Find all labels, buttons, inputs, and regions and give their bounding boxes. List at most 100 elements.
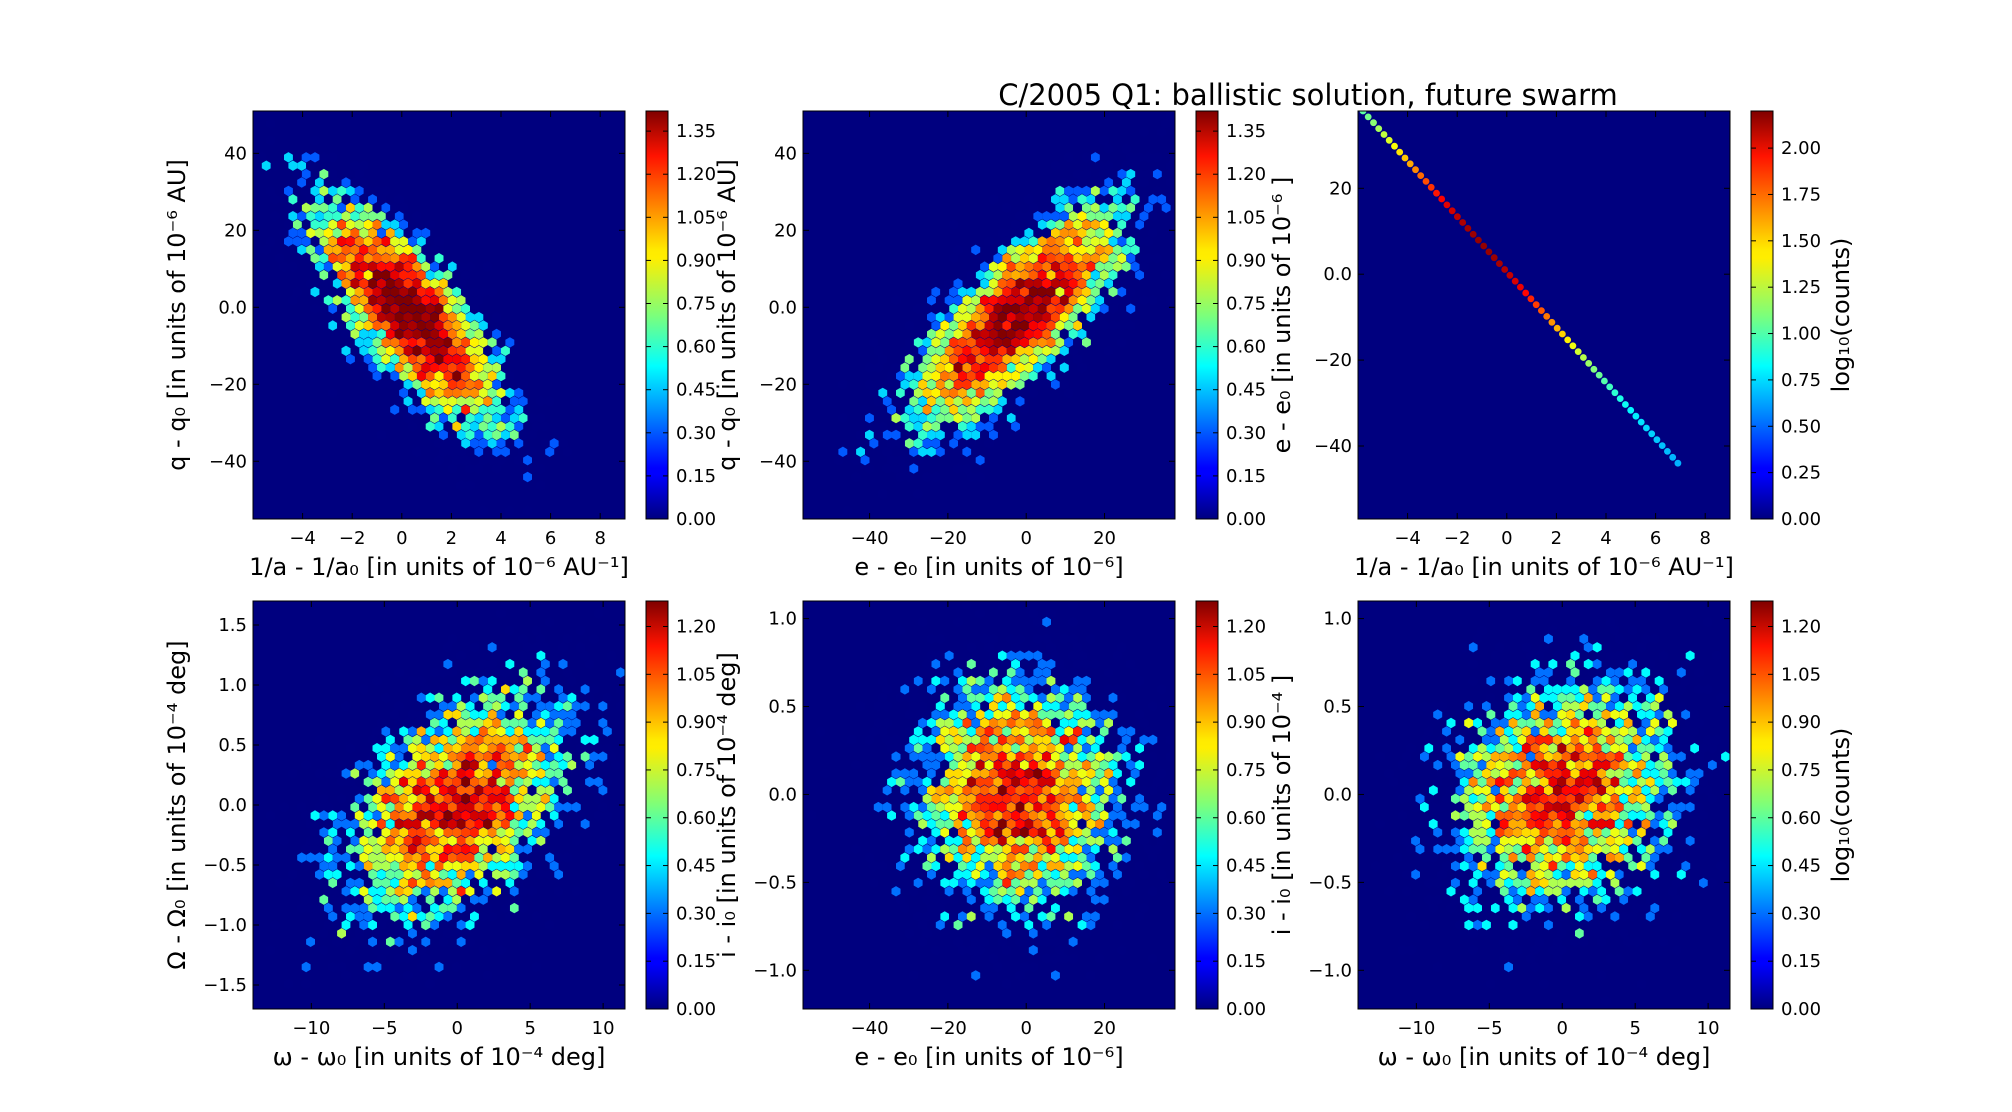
hexbin-cell [381, 269, 391, 281]
hexbin-cell [1099, 185, 1109, 197]
hexbin-cell [1513, 945, 1522, 956]
hexbin-cell [1406, 160, 1414, 168]
hexbin-cell [1042, 667, 1051, 678]
hexbin-cell [377, 345, 386, 356]
hexbin-cell [1117, 253, 1127, 264]
hexbin-cell [456, 852, 466, 863]
hexbin-cell [346, 743, 355, 754]
hexbin-cell [1006, 768, 1016, 779]
hexbin-cell [958, 860, 967, 872]
hexbin-cell [1015, 684, 1025, 695]
hexbin-cell [284, 152, 293, 163]
hexbin-cell [1130, 818, 1140, 830]
hexbin-cell [408, 945, 417, 956]
hexbin-cell [966, 810, 976, 821]
hexbin-cell [341, 869, 351, 880]
hexbin-cell [1090, 219, 1100, 230]
hexbin-cell [354, 877, 364, 889]
hexbin-cell [408, 860, 417, 872]
hexbin-cell [975, 370, 985, 382]
hexbin-cell [931, 743, 941, 754]
hexbin-cell [328, 253, 338, 264]
hexbin-cell [1086, 328, 1096, 340]
hexbin-cell [962, 801, 972, 813]
hexbin-cell [368, 261, 377, 272]
hexbin-cell [953, 379, 963, 390]
hexbin-cell [297, 902, 307, 914]
hexbin-cell [532, 743, 541, 754]
hexbin-cell [1028, 793, 1038, 804]
hexbin-cell [439, 278, 448, 289]
hexbin-cell [527, 463, 537, 474]
hexbin-cell [394, 379, 404, 390]
hexbin-cell [1632, 835, 1642, 846]
hexbin-cell [1530, 726, 1540, 737]
hexbin-cell [580, 684, 590, 695]
hexbin-cell [447, 396, 457, 407]
hexbin-cell [549, 810, 559, 821]
hexbin-cell [443, 860, 453, 872]
hexbin-cell [332, 886, 342, 897]
hexbin-cell [416, 726, 426, 737]
hexbin-cell [962, 379, 972, 390]
hexbin-cell [1508, 818, 1518, 830]
hexbin-cell [1508, 886, 1518, 897]
hexbin-cell [1042, 869, 1051, 880]
hexbin-cell [399, 337, 408, 348]
hexbin-cell [439, 902, 448, 914]
hexbin-cell [461, 337, 470, 348]
hexbin-cell [359, 869, 369, 880]
hexbin-cell [1650, 801, 1660, 813]
hexbin-cell [1042, 852, 1051, 863]
hexbin-cell [403, 328, 413, 340]
hexbin-cell [1037, 269, 1047, 281]
hexbin-cell [1552, 818, 1562, 830]
colorbar-tick-label: 0.00 [676, 999, 716, 1020]
hexbin-cell [980, 295, 989, 306]
hexbin-cell [1659, 751, 1668, 762]
hexbin-cell [447, 278, 457, 289]
hexbin-cell [1059, 328, 1069, 340]
hexbin-cell [1046, 286, 1056, 298]
hexbin-cell [1601, 377, 1608, 385]
hexbin-cell [1526, 886, 1536, 897]
hexbin-cell [509, 818, 519, 830]
hexbin-cell [1385, 136, 1393, 144]
hexbin-cell [408, 320, 417, 331]
hexbin-cell [443, 827, 453, 838]
hexbin-cell [377, 227, 386, 239]
hexbin-cell [1037, 726, 1047, 737]
hexbin-cell [1448, 207, 1456, 215]
hexbin-cell [1011, 253, 1020, 264]
hexbin-cell [1575, 726, 1584, 737]
hexbin-cell [1082, 337, 1091, 348]
hexbin-cell [266, 810, 276, 821]
hexbin-cell [1490, 717, 1500, 729]
hexbin-cell [403, 396, 413, 407]
hexbin-cell [310, 844, 320, 855]
x-tick-label: −40 [851, 1018, 889, 1039]
hexbin-cell [447, 328, 457, 340]
hexbin-cell [1077, 295, 1087, 306]
hexbin-cell [1064, 844, 1074, 855]
hexbin-cell [1055, 320, 1065, 331]
hexbin-cell [873, 717, 883, 729]
hexbin-cell [1073, 844, 1082, 855]
hexbin-cell [1042, 311, 1051, 323]
hexbin-cell [1690, 810, 1699, 821]
hexbin-cell [1668, 818, 1677, 830]
hexbin-cell [1095, 311, 1105, 323]
hexbin-cell [363, 961, 373, 973]
hexbin-cell [1108, 320, 1118, 331]
hexbin-cell [1601, 709, 1611, 720]
hexbin-cell [483, 379, 493, 390]
hexbin-cell [1588, 801, 1598, 813]
hexbin-cell [1046, 320, 1056, 331]
hexbin-cell [1073, 759, 1082, 771]
hexbin-cell [1148, 751, 1158, 762]
hexbin-cell [997, 734, 1007, 746]
hexbin-cell [341, 919, 351, 931]
hexbin-cell [1614, 801, 1624, 813]
hexbin-cell [838, 412, 848, 424]
hexbin-cell [558, 776, 568, 788]
